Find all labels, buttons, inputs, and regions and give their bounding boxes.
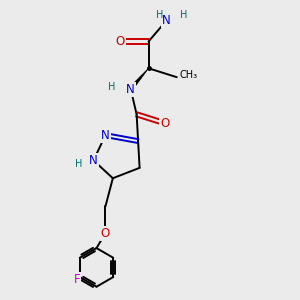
Text: H: H xyxy=(75,159,82,169)
Text: CH₃: CH₃ xyxy=(179,70,197,80)
Text: N: N xyxy=(89,154,98,167)
Text: H: H xyxy=(181,11,188,20)
Text: O: O xyxy=(101,227,110,240)
Text: H: H xyxy=(156,11,164,20)
Text: H: H xyxy=(108,82,115,92)
Text: O: O xyxy=(160,117,170,130)
Text: N: N xyxy=(101,129,110,142)
Text: N: N xyxy=(162,14,171,27)
Polygon shape xyxy=(129,68,148,90)
Text: O: O xyxy=(116,35,125,48)
Text: F: F xyxy=(74,273,80,286)
Text: N: N xyxy=(126,82,135,96)
